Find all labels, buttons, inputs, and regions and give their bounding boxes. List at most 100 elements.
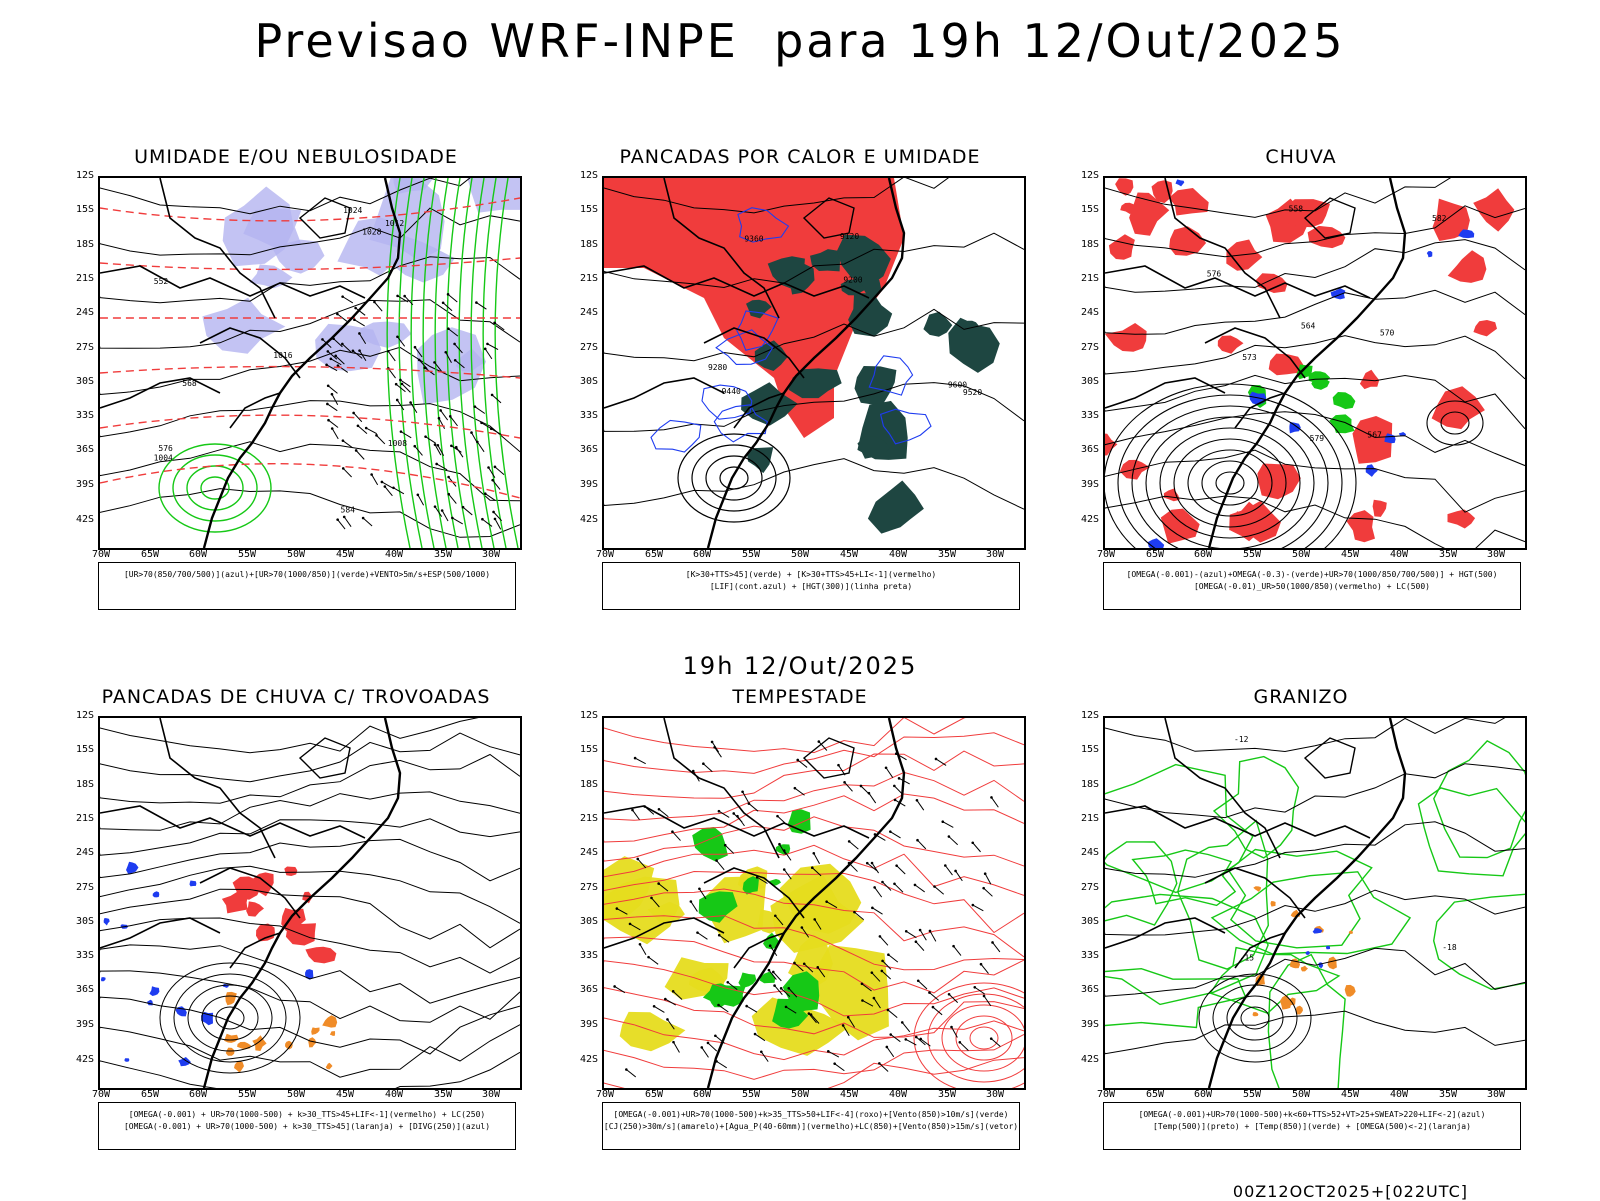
state-border (1164, 178, 1281, 319)
latitude-label: 36S (579, 444, 598, 455)
latitude-label: 36S (1080, 984, 1099, 995)
contour-label: 1024 (343, 206, 362, 215)
legend-line: [OMEGA(-0.001)+UR>70(1000-500)+k>35_TTS>… (613, 1110, 1009, 1119)
longitude-label: 70W (1096, 549, 1116, 560)
panel-title: CHUVA (1265, 146, 1337, 168)
latitude-label: 39S (75, 1019, 94, 1030)
contour-label: 576 (1207, 269, 1222, 278)
contour-label: 9200 (843, 275, 862, 284)
latitude-label: 33S (1080, 950, 1099, 961)
longitude-label: 60W (188, 549, 208, 560)
run-timestamp: 00Z12OCT2025+[022UTC] (1232, 1182, 1468, 1201)
latitude-label: 18S (1080, 779, 1099, 790)
longitude-label: 40W (1389, 1089, 1409, 1100)
panel-title: TEMPESTADE (732, 686, 868, 708)
longitude-label: 35W (937, 549, 957, 560)
longitude-label: 50W (1291, 1089, 1311, 1100)
longitude-label: 30W (985, 1089, 1005, 1100)
state-border (663, 718, 780, 859)
omega-green (1247, 364, 1356, 434)
longitude-label: 55W (741, 549, 761, 560)
latitude-label: 42S (579, 514, 598, 525)
state-border (604, 917, 725, 949)
contour-label: 552 (154, 277, 169, 286)
contour-label: 9120 (840, 232, 859, 241)
latitude-label: 39S (579, 1019, 598, 1030)
state-border (733, 932, 785, 969)
state-border (1234, 392, 1286, 429)
contour-label: 9280 (708, 363, 727, 372)
latitude-label: 42S (579, 1054, 598, 1065)
latitude-label: 24S (1080, 847, 1099, 858)
legend-line: [CJ(250)>30m/s](amarelo)+[Agua_P(40-60mm… (603, 1122, 1019, 1131)
latitude-label: 36S (75, 984, 94, 995)
longitude-label: 35W (433, 549, 453, 560)
contour-label: 567 (1367, 430, 1382, 439)
latitude-label: 27S (1080, 882, 1099, 893)
longitude-label: 50W (286, 1089, 306, 1100)
offshore-area (923, 311, 1000, 373)
contour-label: 9360 (744, 235, 763, 244)
longitude-label: 40W (384, 1089, 404, 1100)
latitude-label: 39S (579, 479, 598, 490)
latitude-label: 36S (75, 444, 94, 455)
latitude-label: 33S (1080, 410, 1099, 421)
latitude-label: 15S (75, 204, 94, 215)
latitude-label: 36S (579, 984, 598, 995)
latitude-label: 18S (75, 239, 94, 250)
streamlines (1105, 178, 1525, 548)
lc250-low (159, 962, 301, 1074)
latitude-label: 33S (579, 950, 598, 961)
contour-label: 568 (182, 379, 197, 388)
latitude-label: 12S (579, 710, 598, 721)
latitude-label: 15S (1080, 204, 1099, 215)
state-border (229, 932, 281, 969)
rain-shading (1105, 178, 1515, 544)
state-border (1204, 867, 1306, 919)
green-humidity-contours (158, 443, 272, 533)
latitude-label: 24S (579, 847, 598, 858)
coastline (202, 718, 402, 1088)
longitude-label: 65W (644, 549, 664, 560)
contour-label: 582 (1432, 214, 1447, 223)
coastline (1207, 718, 1407, 1088)
contour-label: 573 (1242, 353, 1257, 362)
latitude-label: 42S (75, 1054, 94, 1065)
contour-label: 564 (1301, 322, 1316, 331)
contour-label: 1008 (388, 439, 407, 448)
latitude-label: 21S (1080, 813, 1099, 824)
contour-label: 570 (1380, 328, 1395, 337)
longitude-label: 65W (140, 1089, 160, 1100)
latitude-label: 27S (579, 882, 598, 893)
contour-label: 9520 (963, 388, 982, 397)
latitude-label: 24S (75, 847, 94, 858)
green-contours (386, 178, 519, 548)
forecast-panel: PANCADAS DE CHUVA C/ TROVOADAS 12S 15S 18S 2… (56, 686, 536, 1166)
latitude-label: 12S (579, 170, 598, 181)
map-graphic (604, 718, 1024, 1088)
forecast-panel: GRANIZO 12S 15S 18S 21S 24S 27S 30S 33S 36S 39S 42S… (1061, 686, 1541, 1166)
latitude-label: 33S (75, 950, 94, 961)
latitude-label: 36S (1080, 444, 1099, 455)
latitude-label: 24S (579, 307, 598, 318)
longitude-label: 55W (237, 1089, 257, 1100)
state-border (1105, 805, 1371, 839)
latitude-label: 18S (579, 239, 598, 250)
longitude-label: 60W (188, 1089, 208, 1100)
longitude-label: 60W (1193, 1089, 1213, 1100)
longitude-label: 70W (595, 549, 615, 560)
orange-area (224, 991, 338, 1073)
longitude-label: 60W (692, 1089, 712, 1100)
contour-label: 1028 (362, 227, 381, 236)
map-graphic: 582 576 570 564 558 579 573 567 (1105, 178, 1525, 548)
latitude-label: 12S (75, 170, 94, 181)
green-instability-area (741, 234, 924, 534)
forecast-panel: PANCADAS POR CALOR E UMIDADE 12S 15S 18S 21S… (560, 146, 1040, 626)
panel-legend: [OMEGA(-0.001)-(azul)+OMEGA(-0.3)-(verde… (1103, 562, 1521, 610)
latitude-label: 27S (579, 342, 598, 353)
longitude-label: 45W (335, 1089, 355, 1100)
forecast-panel: UMIDADE E/OU NEBULOSIDADE 12S 15S 18S 21S 24S… (56, 146, 536, 626)
forecast-date-label: 19h 12/Out/2025 (682, 652, 918, 680)
